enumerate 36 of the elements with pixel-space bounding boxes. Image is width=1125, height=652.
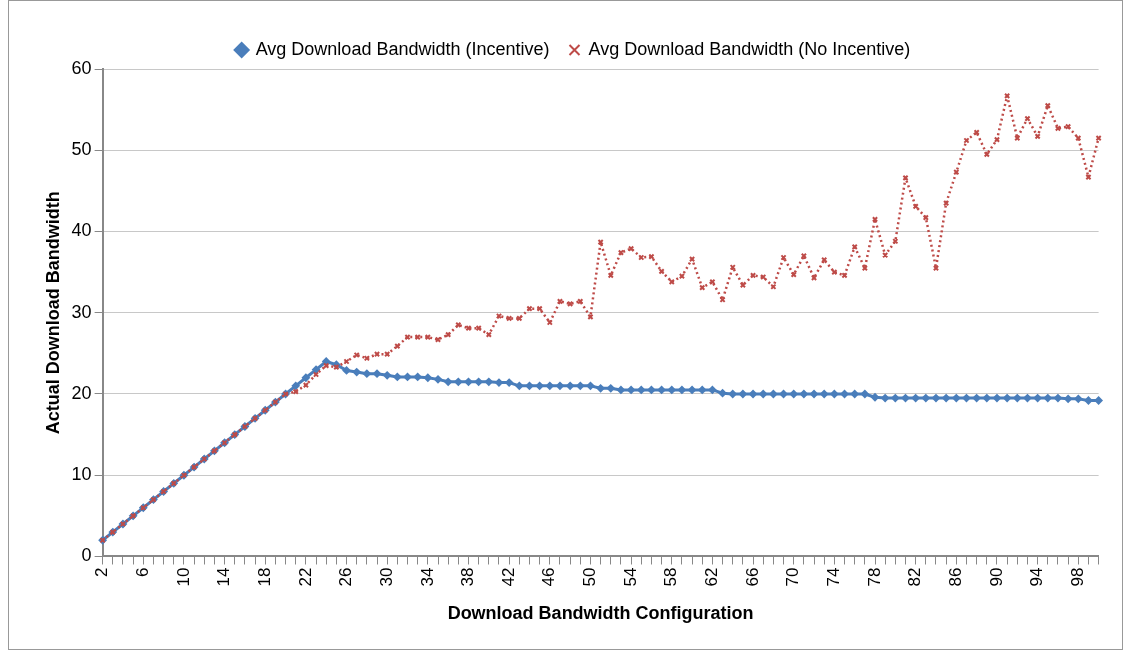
x-tick-label: 10 — [173, 567, 193, 587]
x-tick-label: 94 — [1027, 567, 1047, 587]
legend-label: Avg Download Bandwidth (No Incentive) — [588, 38, 911, 59]
x-tick-label: 34 — [417, 567, 437, 587]
x-tick-label: 62 — [702, 567, 722, 587]
x-tick-label: 42 — [498, 567, 518, 587]
x-tick-label: 90 — [986, 567, 1006, 587]
x-tick-label: 58 — [661, 567, 681, 587]
x-tick-label: 50 — [580, 567, 600, 587]
y-tick-label: 20 — [71, 382, 92, 403]
x-tick-label: 98 — [1067, 567, 1087, 587]
x-tick-label: 74 — [824, 567, 844, 587]
y-tick-label: 0 — [81, 545, 92, 566]
x-tick-label: 78 — [864, 567, 884, 587]
y-tick-label: 30 — [71, 301, 92, 322]
x-tick-label: 22 — [295, 567, 315, 587]
y-tick-label: 10 — [71, 464, 92, 485]
x-tick-label: 26 — [336, 567, 356, 587]
x-tick-label: 54 — [620, 567, 640, 587]
legend-label: Avg Download Bandwidth (Incentive) — [255, 38, 550, 59]
x-tick-label: 30 — [376, 567, 396, 587]
x-tick-label: 86 — [946, 567, 965, 587]
y-tick-label: 50 — [71, 139, 92, 160]
x-tick-label: 66 — [742, 567, 762, 587]
x-tick-label: 82 — [905, 567, 925, 587]
x-tick-label: 6 — [132, 567, 152, 577]
x-tick-label: 18 — [254, 567, 274, 587]
x-axis-title: Download Bandwidth Configuration — [447, 603, 754, 624]
y-tick-label: 60 — [71, 57, 92, 78]
y-tick-label: 40 — [71, 220, 92, 241]
x-tick-label: 14 — [214, 567, 234, 587]
x-tick-label: 70 — [783, 567, 803, 587]
x-tick-label: 46 — [539, 567, 559, 587]
y-axis-title: Actual Download Bandwidth — [42, 191, 63, 435]
x-tick-label: 2 — [92, 567, 112, 577]
x-tick-label: 38 — [458, 567, 478, 587]
